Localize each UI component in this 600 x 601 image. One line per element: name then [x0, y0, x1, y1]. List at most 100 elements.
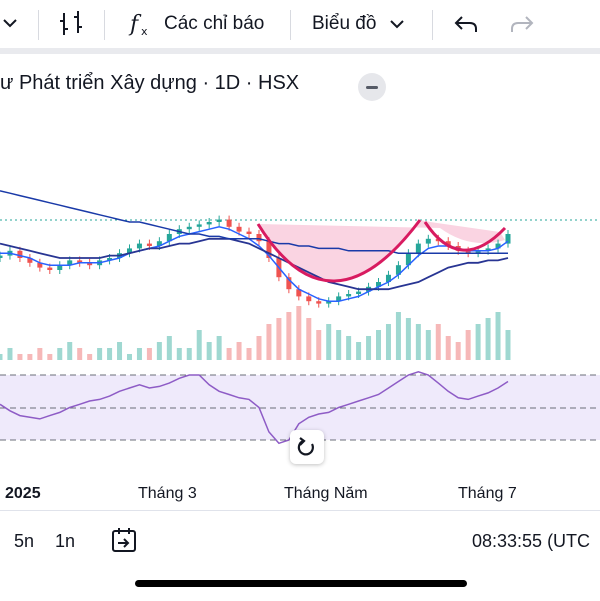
volume-bar: [346, 336, 352, 360]
candle-body: [77, 260, 83, 263]
reset-chart-button[interactable]: [290, 430, 324, 464]
candle-body: [216, 219, 222, 222]
candle-body: [405, 253, 411, 266]
moving-averages: [0, 190, 509, 302]
volume-bar: [226, 348, 232, 360]
volume-bar: [385, 324, 391, 360]
candle-body: [67, 260, 73, 266]
volume-bar: [17, 354, 23, 360]
rsi-line: [0, 371, 509, 445]
volume-bar: [495, 312, 501, 360]
candle-body: [376, 282, 382, 287]
volume-bar: [425, 330, 431, 360]
x-axis-label: 2025: [5, 485, 41, 502]
candle-body: [107, 258, 113, 261]
volume-bar: [316, 330, 322, 360]
reset-rotate-icon: [297, 437, 314, 456]
goto-date-button[interactable]: [110, 527, 140, 560]
candle-body: [326, 301, 332, 304]
volume-bar: [7, 348, 13, 360]
candle-body: [236, 226, 242, 232]
function-fx-icon: f x: [128, 12, 148, 38]
candle-body: [495, 243, 501, 249]
volume-bar: [37, 348, 43, 360]
svg-text:f: f: [128, 12, 142, 37]
candle-body: [256, 234, 262, 242]
candle-body: [27, 258, 33, 263]
candle-body: [316, 301, 322, 304]
candle-body: [475, 250, 481, 254]
volume-bar: [485, 318, 491, 360]
moving-average-line: [0, 237, 509, 291]
candle-body: [465, 250, 471, 254]
volume-bar: [97, 348, 103, 360]
svg-text:x: x: [141, 25, 148, 38]
candle-body: [266, 241, 272, 258]
volume-bar: [117, 342, 123, 360]
range-5n-button[interactable]: 5n: [14, 531, 35, 551]
volume-bar: [366, 336, 372, 360]
chart-type-dropdown[interactable]: Biểu đồ: [312, 0, 408, 48]
candle-body: [87, 262, 93, 266]
volume-bar: [505, 330, 511, 360]
toolbar-separator: [290, 10, 291, 40]
volume-bar: [77, 348, 83, 360]
volume-bar: [415, 324, 421, 360]
chevron-down-icon: [390, 20, 405, 29]
minus-icon: [366, 85, 378, 89]
candle-body: [306, 296, 312, 302]
volume-bar: [336, 330, 342, 360]
calendar-goto-icon: [112, 528, 136, 552]
candle-body: [0, 255, 3, 258]
collapse-legend-button[interactable]: [358, 73, 386, 101]
indicators-button[interactable]: f x Các chỉ báo: [128, 0, 264, 48]
candle-body: [445, 241, 451, 246]
clock-timezone[interactable]: 08:33:55 (UTC: [472, 531, 591, 551]
indicators-label: Các chỉ báo: [164, 13, 265, 34]
rsi-indicator: [0, 371, 509, 445]
volume-bar: [236, 342, 242, 360]
undo-button[interactable]: [452, 0, 480, 48]
volume-bar: [296, 306, 302, 360]
volume-bar: [87, 354, 93, 360]
candle-body: [415, 243, 421, 254]
home-indicator: [135, 580, 467, 587]
candle-body: [226, 219, 232, 227]
volume-bar: [166, 336, 172, 360]
candle-body: [385, 274, 391, 282]
compare-bars-icon: [60, 11, 82, 35]
range-1n-button[interactable]: 1n: [55, 531, 76, 551]
volume-bar: [186, 348, 192, 360]
volume-bar: [126, 354, 132, 360]
volume-bar: [206, 342, 212, 360]
moving-average-line: [0, 226, 509, 302]
candle-body: [166, 234, 172, 242]
candle-body: [57, 265, 63, 270]
undo-icon: [454, 16, 477, 32]
volume-bar: [405, 318, 411, 360]
redo-button[interactable]: [508, 0, 536, 48]
volume-bar: [395, 312, 401, 360]
x-axis-label: Tháng 3: [138, 485, 197, 502]
volume-bar: [57, 348, 63, 360]
bottom-toolbar: 5n 1n 08:33:55 (UTC: [0, 510, 600, 601]
compare-button[interactable]: [58, 0, 86, 48]
toolbar-prev-item[interactable]: [0, 0, 22, 48]
cup-pattern-curve: [256, 219, 422, 283]
candle-body: [186, 226, 192, 230]
candle-body: [206, 222, 212, 225]
candle-body: [196, 224, 202, 227]
toolbar-separator: [38, 10, 39, 40]
moving-average-line: [0, 190, 508, 254]
toolbar-separator: [104, 10, 105, 40]
volume-bar: [0, 354, 3, 360]
handle-pattern-curve: [423, 221, 507, 252]
price-chart[interactable]: [0, 100, 600, 480]
volume-bar: [146, 348, 152, 360]
candle-body: [395, 265, 401, 275]
volume-bar: [266, 324, 272, 360]
candle-body: [356, 291, 362, 294]
candle-body: [17, 250, 23, 258]
volume-bar: [256, 336, 262, 360]
candle-body: [505, 234, 511, 244]
